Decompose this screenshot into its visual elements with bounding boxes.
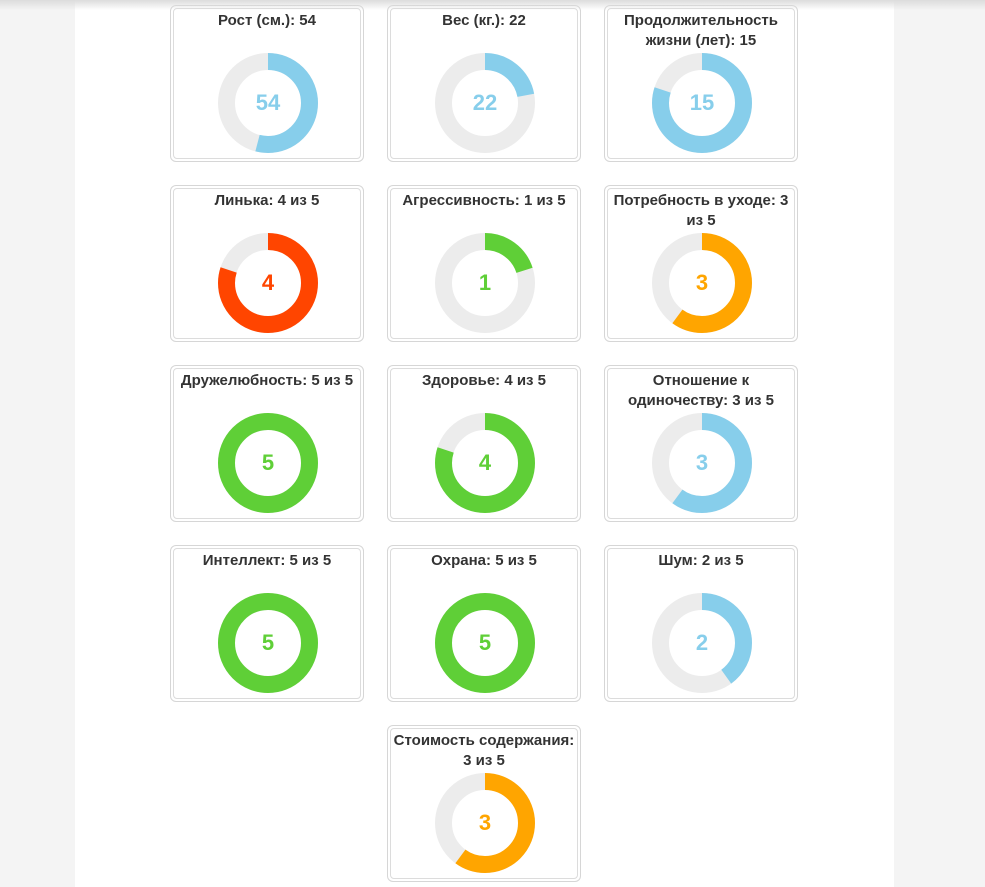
stat-card-friendliness: Дружелюбность: 5 из 5 5 [170,365,364,522]
donut-value: 15 [689,90,715,115]
stat-card-shedding: Линька: 4 из 5 4 [170,185,364,342]
stat-card-weight: Вес (кг.): 22 22 [387,5,581,162]
donut-fill [652,413,752,513]
card-title: Стоимость содержания: 3 из 5 [393,732,575,769]
stat-card-health: Здоровье: 4 из 5 4 [387,365,581,522]
card-title: Рост (см.): 54 [218,12,316,29]
donut-chart: 15 [652,53,752,153]
donut-fill [652,233,752,333]
stat-card-cost: Стоимость содержания: 3 из 5 3 [387,725,581,882]
donut-fill [435,233,535,333]
donut-fill [218,593,318,693]
donut-chart: 2 [652,593,752,693]
donut-fill [435,593,535,693]
card-title: Дружелюбность: 5 из 5 [180,372,354,389]
donut-value: 4 [478,450,492,475]
stat-card-guard: Охрана: 5 из 5 5 [387,545,581,702]
stat-card-height: Рост (см.): 54 54 [170,5,364,162]
content-area: Рост (см.): 54 54 Вес (кг.): 22 22 Продо… [75,0,894,887]
donut-value: 5 [261,630,275,655]
donut-chart: 22 [435,53,535,153]
donut-chart: 4 [435,413,535,513]
card-title: Здоровье: 4 из 5 [421,372,547,389]
card-title: Линька: 4 из 5 [214,192,320,209]
donut-chart: 3 [435,773,535,873]
donut-value: 5 [478,630,492,655]
donut-chart: 54 [218,53,318,153]
donut-chart: 5 [435,593,535,693]
card-title: Вес (кг.): 22 [442,12,526,29]
donut-value: 1 [478,270,492,295]
top-shadow [0,0,985,10]
stat-card-noise: Шум: 2 из 5 2 [604,545,798,702]
card-title: Продолжительность жизни (лет): 15 [624,12,778,49]
donut-fill [652,53,752,153]
donut-value: 3 [695,270,709,295]
card-title: Потребность в уходе: 3 из 5 [613,192,789,229]
donut-chart: 3 [652,413,752,513]
card-title: Агрессивность: 1 из 5 [402,192,566,209]
donut-chart: 5 [218,593,318,693]
donut-fill [435,413,535,513]
donut-fill [218,233,318,333]
stat-card-aggression: Агрессивность: 1 из 5 1 [387,185,581,342]
stat-card-lifespan: Продолжительность жизни (лет): 15 15 [604,5,798,162]
donut-value: 3 [695,450,709,475]
card-title: Шум: 2 из 5 [658,552,744,569]
donut-fill [218,53,318,153]
donut-chart: 3 [652,233,752,333]
donut-fill [218,413,318,513]
donut-chart: 1 [435,233,535,333]
donut-chart: 4 [218,233,318,333]
card-title: Отношение к одиночеству: 3 из 5 [628,372,774,409]
donut-fill [652,593,752,693]
donut-chart: 5 [218,413,318,513]
stat-card-solitude: Отношение к одиночеству: 3 из 5 3 [604,365,798,522]
stat-card-intellect: Интеллект: 5 из 5 5 [170,545,364,702]
donut-value: 5 [261,450,275,475]
donut-value: 22 [472,90,498,115]
stat-card-grooming: Потребность в уходе: 3 из 5 3 [604,185,798,342]
donut-value: 3 [478,810,492,835]
card-title: Охрана: 5 из 5 [431,552,537,569]
donut-value: 2 [695,630,709,655]
donut-fill [435,773,535,873]
donut-value: 4 [261,270,275,295]
card-title: Интеллект: 5 из 5 [202,552,332,569]
donut-value: 54 [255,90,281,115]
donut-fill [435,53,535,153]
